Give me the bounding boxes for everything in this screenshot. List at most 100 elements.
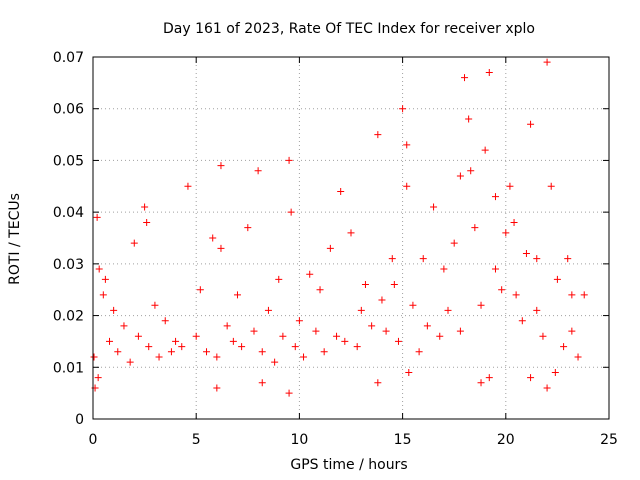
data-point — [143, 218, 151, 226]
data-point — [543, 58, 551, 66]
data-point — [382, 327, 390, 335]
y-axis-label: ROTI / TECUs — [7, 193, 23, 285]
plot-frame — [92, 56, 610, 420]
y-tick-label: 0 — [75, 412, 84, 428]
data-point — [580, 291, 588, 299]
data-point — [394, 337, 402, 345]
data-point — [522, 250, 530, 258]
y-tick-label: 0.03 — [53, 257, 84, 273]
data-point — [491, 193, 499, 201]
data-point — [510, 218, 518, 226]
data-point — [316, 286, 324, 294]
x-tick-label: 15 — [394, 432, 412, 448]
x-tick-label: 20 — [497, 432, 515, 448]
data-point — [378, 296, 386, 304]
data-point — [361, 281, 369, 289]
data-point — [130, 239, 138, 247]
data-point — [192, 332, 200, 340]
data-point — [155, 353, 163, 361]
data-point — [465, 115, 473, 123]
data-point — [374, 131, 382, 139]
data-point — [306, 270, 314, 278]
data-point — [101, 275, 109, 283]
data-point — [502, 229, 510, 237]
data-point — [506, 182, 514, 190]
data-point — [134, 332, 142, 340]
data-point — [388, 255, 396, 263]
data-point — [485, 69, 493, 77]
data-point — [203, 348, 211, 356]
data-point — [217, 162, 225, 170]
data-point — [477, 379, 485, 387]
x-tick-label: 0 — [89, 432, 98, 448]
data-point — [223, 322, 231, 330]
data-point — [337, 187, 345, 195]
data-point — [564, 255, 572, 263]
data-point — [196, 286, 204, 294]
data-point — [213, 353, 221, 361]
data-point — [312, 327, 320, 335]
data-point — [114, 348, 122, 356]
grid-lines — [93, 57, 609, 419]
data-point — [471, 224, 479, 232]
axis-ticks: 0 5 10 15 20 25 0 0.01 0.02 0.03 0.04 0.05 0.06 0.07 — [53, 50, 618, 448]
y-tick-label: 0.06 — [53, 102, 84, 118]
data-point — [238, 343, 246, 351]
data-point — [574, 353, 582, 361]
data-point — [161, 317, 169, 325]
data-point — [285, 156, 293, 164]
data-point — [461, 74, 469, 82]
data-point — [368, 322, 376, 330]
data-point — [233, 291, 241, 299]
scatter-points — [90, 58, 588, 397]
data-point — [320, 348, 328, 356]
data-point — [229, 337, 237, 345]
data-point — [126, 358, 134, 366]
data-point — [415, 348, 423, 356]
data-point — [275, 275, 283, 283]
data-point — [287, 208, 295, 216]
y-tick-label: 0.04 — [53, 205, 84, 221]
data-point — [353, 343, 361, 351]
data-point — [477, 301, 485, 309]
y-tick-label: 0.05 — [53, 153, 84, 169]
data-point — [291, 343, 299, 351]
data-point — [440, 265, 448, 273]
data-point — [423, 322, 431, 330]
y-tick-label: 0.02 — [53, 309, 84, 325]
data-point — [374, 379, 382, 387]
data-point — [95, 265, 103, 273]
data-point — [357, 306, 365, 314]
data-point — [285, 389, 293, 397]
data-point — [93, 213, 101, 221]
data-point — [436, 332, 444, 340]
data-point — [254, 167, 262, 175]
data-point — [279, 332, 287, 340]
data-point — [99, 291, 107, 299]
x-tick-label: 5 — [192, 432, 201, 448]
chart-title: Day 161 of 2023, Rate Of TEC Index for r… — [163, 21, 535, 37]
data-point — [568, 291, 576, 299]
data-point — [527, 374, 535, 382]
data-point — [151, 301, 159, 309]
data-point — [568, 327, 576, 335]
x-tick-label: 10 — [290, 432, 308, 448]
data-point — [450, 239, 458, 247]
y-tick-label: 0.07 — [53, 50, 84, 66]
data-point — [271, 358, 279, 366]
data-point — [405, 368, 413, 376]
data-point — [491, 265, 499, 273]
data-point — [178, 343, 186, 351]
data-point — [456, 172, 464, 180]
data-point — [485, 374, 493, 382]
data-point — [258, 348, 266, 356]
data-point — [533, 306, 541, 314]
data-point — [106, 337, 114, 345]
data-point — [403, 182, 411, 190]
data-point — [347, 229, 355, 237]
data-point — [141, 203, 149, 211]
data-point — [551, 368, 559, 376]
data-point — [172, 337, 180, 345]
data-point — [409, 301, 417, 309]
